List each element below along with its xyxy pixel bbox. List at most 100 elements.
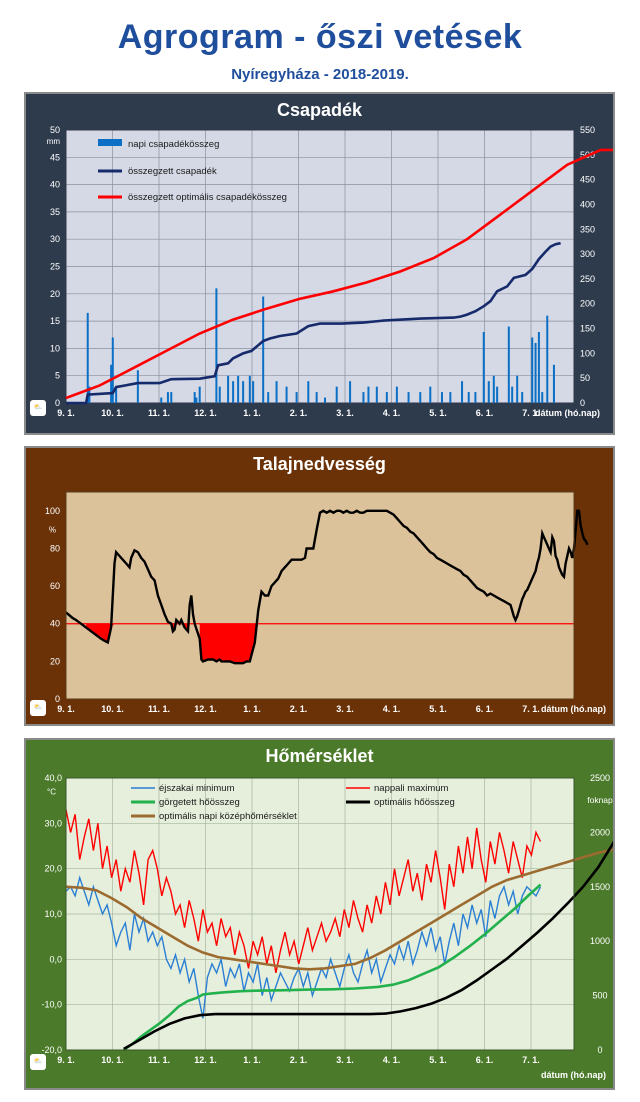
x-tick-label: 9. 1. [57,408,75,418]
x-tick-label: 4. 1. [383,408,401,418]
plot-border [65,129,575,404]
precip-bar [531,337,534,403]
precip-bar [461,381,464,403]
y-tick-label: 45 [50,152,60,162]
x-tick-label: 3. 1. [336,1055,354,1065]
y-tick-label: 35 [50,207,60,217]
x-tick-label: 1. 1. [243,408,261,418]
x-tick-label: 9. 1. [57,1055,75,1065]
x-axis-label: dátum (hó.nap) [535,408,600,418]
x-tick-label: 11. 1. [148,1055,170,1065]
y-tick-label: -10,0 [41,1000,62,1010]
precip-bar [166,392,169,403]
y2-tick-label: 350 [580,224,595,234]
y2-tick-label: 1500 [590,882,610,892]
precip-bar [242,381,245,403]
y-tick-label: 50 [50,125,60,135]
soil-moisture-panel: Talajnedvesség 0 20 40 60 80 100% 9. 1. 10. 1. 1… [24,446,615,726]
precip-bar [516,375,519,403]
precip-bar [295,392,298,403]
precipitation-chart: 0 5 10 15 20 25 30 35 40 45 50 0 50 100 150 200 250 300 35… [47,125,613,418]
y-tick-label: -20,0 [41,1045,62,1055]
legend-swatch-bar [98,139,122,146]
rolling-gdd-line [123,883,542,1052]
x-tick-label: 11. 1. [148,704,170,714]
precip-bar [285,386,288,403]
y-tick-label: 80 [50,543,60,553]
legend-label: napi csapadékösszeg [128,139,219,150]
y-tick-label: 40 [50,619,60,629]
legend-label: optimális napi középhőmérséklet [159,811,297,822]
y-tick-label: 25 [50,262,60,272]
precip-bar [449,392,452,403]
precip-bar [111,337,114,403]
precip-bar [307,381,310,403]
y-tick-label: 100 [45,506,60,516]
y-tick-label: 0 [55,398,60,408]
y2-tick-label: 2500 [590,773,610,783]
precip-bar [511,386,514,403]
precip-bar [86,312,89,403]
precip-bar [262,296,265,403]
y-tick-label: 20 [50,289,60,299]
soil-moisture-line [65,509,589,665]
x-tick-label: 11. 1. [148,408,170,418]
precip-bar [395,386,398,403]
precip-bar [232,381,235,403]
y-tick-label: 20,0 [44,864,62,874]
y-tick-label: 10,0 [44,909,62,919]
precip-bar [482,332,485,403]
page-title: Agrogram - őszi vetések [117,18,523,56]
x-tick-label: 7. 1. [522,704,540,714]
x-tick-label: 2. 1. [290,408,308,418]
x-tick-label: 12. 1. [194,408,217,418]
precip-bar [115,386,118,403]
y2-tick-label: 100 [580,348,595,358]
optimal-gdd-line [123,840,613,1051]
precip-bar [195,397,198,403]
ommsz-logo-icon: ⛅ [30,1054,46,1070]
precip-bar [218,386,221,403]
deficit-area [199,623,259,664]
ommsz-logo-icon: ⛅ [30,400,46,416]
precip-bar [521,392,524,403]
temperature-panel: Hőmérséklet -20,0 -10,0 0,0 10,0 20,0 30,0 40,… [24,738,615,1090]
temperature-chart: -20,0 -10,0 0,0 10,0 20,0 30,0 40,0 0 500 1000 150… [41,773,613,1080]
precip-bar [385,392,388,403]
y-tick-label: 40,0 [44,773,62,783]
x-tick-label: 6. 1. [476,704,494,714]
x-tick-label: 12. 1. [194,1055,217,1065]
y2-tick-label: 250 [580,274,595,284]
precipitation-title: Csapadék [276,100,363,120]
y-axis-label: mm [47,137,61,146]
precip-bar [227,375,230,403]
precip-bar [440,392,443,403]
x-tick-label: 2. 1. [290,704,308,714]
y2-tick-label: 200 [580,299,595,309]
precip-bar [160,397,163,403]
legend-label: nappali maximum [374,783,449,794]
x-axis-label: dátum (hó.nap) [541,1070,606,1080]
precip-bar [349,381,352,403]
plot-border [65,777,575,1051]
y2-tick-label: 450 [580,175,595,185]
x-tick-label: 10. 1. [101,408,124,418]
precip-bar [198,386,201,403]
precip-bar [546,315,549,403]
y-tick-label: 0,0 [49,954,62,964]
y-tick-label: 20 [50,656,60,666]
legend-label: összegzett optimális csapadékösszeg [128,192,287,203]
x-tick-label: 3. 1. [336,704,354,714]
x-tick-label: 4. 1. [383,1055,401,1065]
precip-bar [215,288,218,403]
deficit-area [86,623,115,643]
y2-tick-label: 50 [580,373,590,383]
precipitation-panel: Csapadék 0 5 10 15 20 25 30 35 40 45 50 0 50 100 150 20… [24,92,615,435]
precip-bar [335,386,338,403]
legend-label: összegzett csapadék [128,166,217,177]
x-tick-label: 9. 1. [57,704,75,714]
precip-bar [170,392,173,403]
x-tick-label: 4. 1. [383,704,401,714]
y2-tick-label: 400 [580,199,595,209]
plot-border [65,491,575,700]
